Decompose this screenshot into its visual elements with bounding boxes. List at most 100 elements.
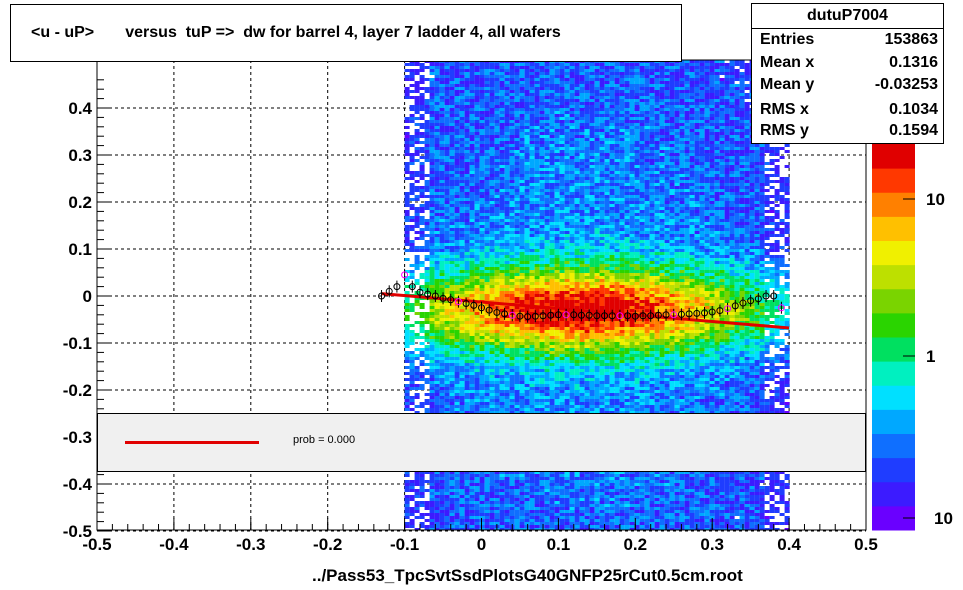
density-cell: [434, 177, 440, 180]
density-cell: [469, 471, 475, 474]
density-cell: [499, 153, 505, 156]
density-cell: [544, 87, 550, 90]
density-cell: [569, 252, 575, 255]
density-cell: [544, 477, 550, 480]
density-cell: [559, 477, 565, 480]
density-cell: [434, 90, 440, 93]
density-cell: [504, 345, 510, 348]
density-cell: [474, 234, 480, 237]
density-cell: [539, 273, 545, 276]
density-cell: [494, 90, 500, 93]
density-cell: [544, 324, 550, 327]
density-cell: [419, 492, 425, 495]
density-cell: [429, 507, 435, 510]
density-cell: [554, 495, 560, 498]
density-cell: [414, 501, 420, 504]
density-cell: [449, 378, 455, 381]
density-cell: [514, 99, 520, 102]
density-cell: [419, 315, 425, 318]
density-cell: [474, 492, 480, 495]
density-cell: [569, 282, 575, 285]
density-cell: [419, 384, 425, 387]
density-cell: [434, 252, 440, 255]
density-cell: [569, 246, 575, 249]
density-cell: [424, 519, 430, 522]
density-cell: [489, 240, 495, 243]
density-cell: [509, 507, 515, 510]
density-cell: [539, 261, 545, 264]
density-cell: [449, 81, 455, 84]
density-cell: [449, 222, 455, 225]
density-cell: [444, 345, 450, 348]
density-cell: [559, 381, 565, 384]
density-cell: [454, 189, 460, 192]
density-cell: [509, 273, 515, 276]
density-cell: [544, 108, 550, 111]
density-cell: [474, 510, 480, 513]
density-cell: [489, 336, 495, 339]
density-cell: [534, 126, 540, 129]
density-cell: [469, 132, 475, 135]
density-cell: [474, 111, 480, 114]
density-cell: [494, 204, 500, 207]
density-cell: [459, 381, 465, 384]
density-cell: [489, 519, 495, 522]
density-cell: [434, 195, 440, 198]
density-cell: [554, 387, 560, 390]
density-cell: [564, 66, 570, 69]
density-cell: [554, 93, 560, 96]
density-cell: [429, 120, 435, 123]
density-cell: [479, 264, 485, 267]
density-cell: [444, 516, 450, 519]
density-cell: [484, 378, 490, 381]
density-cell: [434, 411, 440, 414]
density-cell: [519, 483, 525, 486]
density-cell: [434, 180, 440, 183]
density-cell: [529, 522, 535, 525]
density-cell: [439, 126, 445, 129]
density-cell: [529, 111, 535, 114]
density-cell: [454, 129, 460, 132]
density-cell: [414, 207, 420, 210]
density-cell: [484, 141, 490, 144]
density-cell: [469, 504, 475, 507]
density-cell: [564, 177, 570, 180]
density-cell: [534, 501, 540, 504]
density-cell: [519, 72, 525, 75]
density-cell: [519, 144, 525, 147]
density-cell: [444, 489, 450, 492]
density-cell: [414, 303, 420, 306]
density-cell: [519, 315, 525, 318]
density-cell: [514, 342, 520, 345]
density-cell: [449, 216, 455, 219]
density-cell: [514, 291, 520, 294]
density-cell: [439, 342, 445, 345]
density-cell: [504, 123, 510, 126]
density-cell: [434, 135, 440, 138]
density-cell: [539, 213, 545, 216]
density-cell: [539, 180, 545, 183]
density-cell: [534, 243, 540, 246]
density-cell: [449, 498, 455, 501]
density-cell: [544, 291, 550, 294]
density-cell: [464, 516, 470, 519]
density-cell: [499, 369, 505, 372]
density-cell: [534, 117, 540, 120]
density-cell: [509, 72, 515, 75]
density-cell: [414, 123, 420, 126]
density-cell: [449, 192, 455, 195]
density-cell: [539, 372, 545, 375]
density-cell: [479, 237, 485, 240]
density-cell: [514, 375, 520, 378]
density-cell: [569, 264, 575, 267]
density-cell: [464, 369, 470, 372]
density-cell: [509, 279, 515, 282]
density-cell: [444, 168, 450, 171]
density-cell: [449, 357, 455, 360]
density-cell: [474, 528, 480, 530]
density-cell: [479, 390, 485, 393]
density-cell: [434, 393, 440, 396]
density-cell: [469, 231, 475, 234]
density-cell: [439, 81, 445, 84]
density-cell: [569, 270, 575, 273]
